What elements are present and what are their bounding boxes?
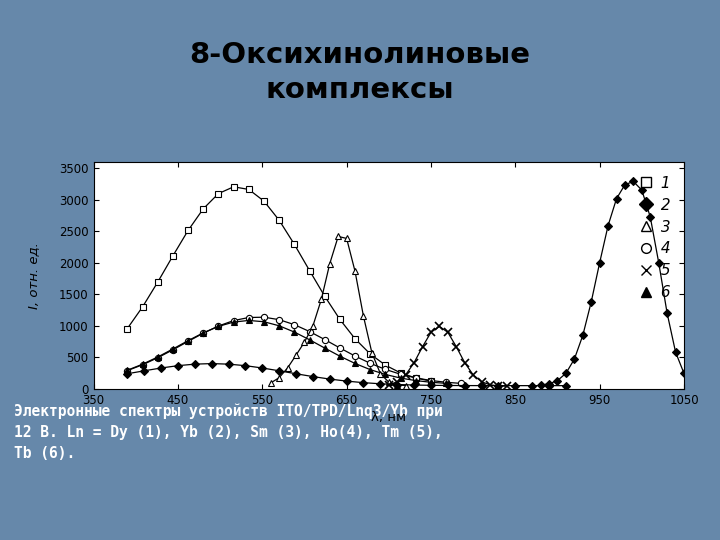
X-axis label: λ, нм: λ, нм (372, 411, 406, 424)
Text: Электронные спектры устройств ITO/TPD/Lnq3/Yb при
12 В. Ln = Dy (1), Yb (2), Sm : Электронные спектры устройств ITO/TPD/Ln… (14, 404, 443, 461)
Text: 8‑Оксихинолиновые
комплексы: 8‑Оксихинолиновые комплексы (189, 40, 531, 104)
Y-axis label: I, отн. ед.: I, отн. ед. (27, 242, 40, 309)
Legend:  1,  2,  3,  4,  5,  6: 1, 2, 3, 4, 5, 6 (636, 170, 676, 306)
